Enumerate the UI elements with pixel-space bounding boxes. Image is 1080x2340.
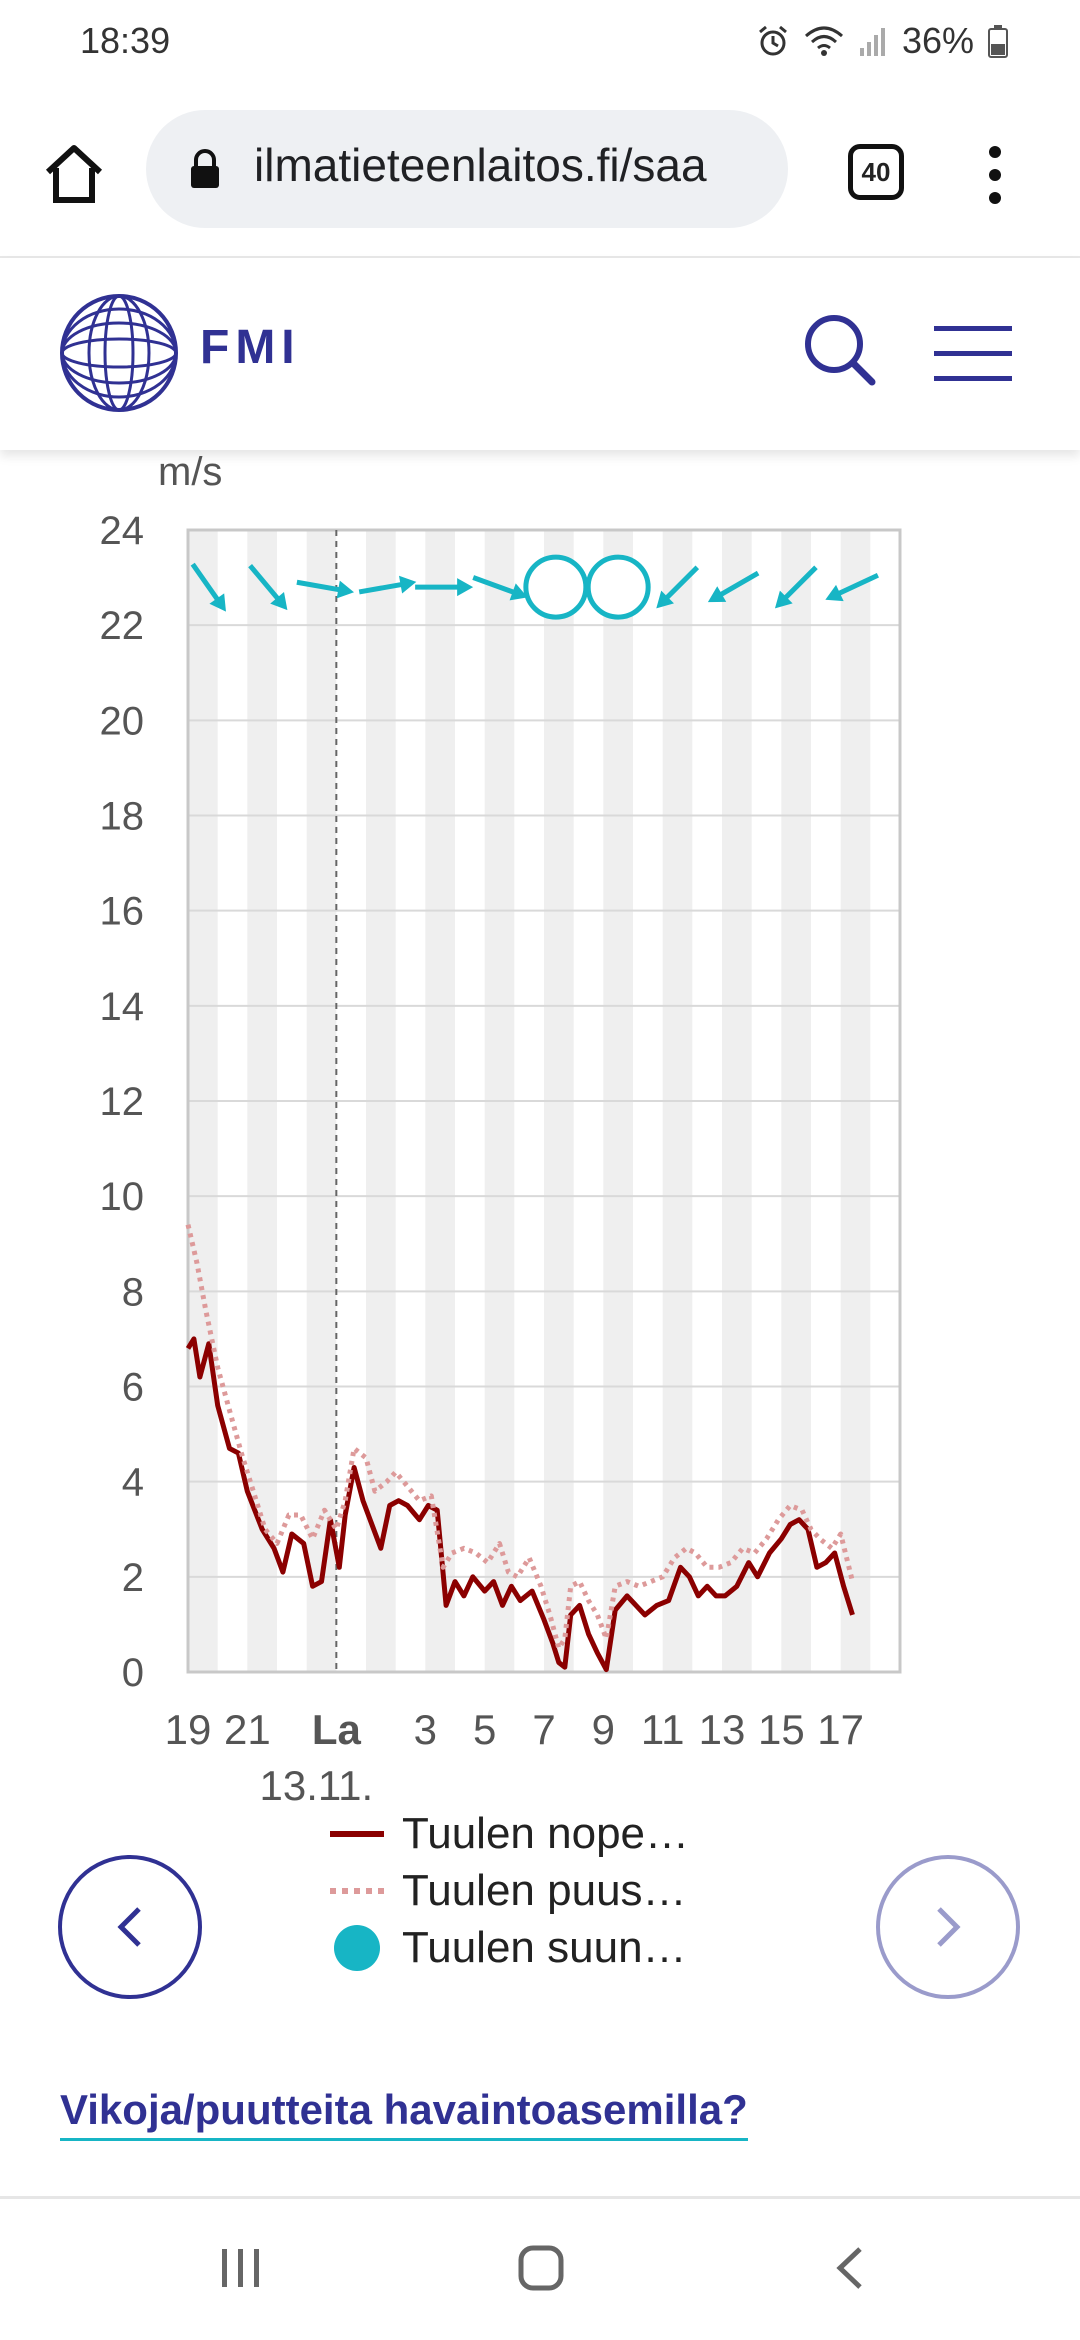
wind-chart: m/s 0 2 4 6 8 10 12 14 16 18 20 22 24 19 21 La 13.11. 3 5 7… [0, 450, 1080, 1972]
wind-calm-marker [585, 554, 651, 620]
arrow-head [270, 592, 288, 611]
y-tick-label: 8 [122, 1270, 144, 1314]
y-tick-label: 18 [100, 795, 145, 839]
wind-speed-line [185, 1336, 855, 1673]
arrow-shaft [190, 562, 224, 607]
arrow-shaft [831, 573, 879, 599]
y-tick-label: 2 [122, 1556, 144, 1600]
alarm-icon [758, 25, 787, 56]
x-tick-label: 17 [817, 1706, 864, 1753]
x-tick-sublabel: 13.11. [260, 1762, 374, 1809]
arrow-head [336, 580, 355, 599]
arrow-head [656, 590, 674, 609]
legend-item-wind-direction[interactable]: Tuulen suun… [330, 1919, 689, 1976]
x-tick-label: 21 [224, 1706, 271, 1753]
y-tick-label: 4 [122, 1461, 144, 1505]
y-tick-label: 24 [100, 509, 145, 553]
arrow-shaft [296, 579, 347, 594]
previous-station-button[interactable] [58, 1855, 202, 1999]
y-tick-label: 22 [100, 604, 145, 648]
y-tick-label: 10 [100, 1175, 145, 1219]
arrow-shaft [713, 570, 760, 601]
y-tick-label: 12 [100, 1080, 145, 1124]
wind-direction-arrow [296, 579, 355, 599]
x-tick-label: La [312, 1706, 362, 1753]
status-bar: 18:39 36% [0, 0, 1080, 86]
y-axis-unit: m/s [158, 450, 223, 494]
legend-label: Tuulen nope… [402, 1808, 690, 1858]
plot-frame [186, 528, 902, 1674]
legend-item-wind-gust[interactable]: Tuulen puus… [330, 1862, 689, 1919]
site-header: FMI [0, 258, 1080, 450]
wind-direction-arrow [415, 578, 474, 597]
arrow-head [707, 586, 727, 603]
next-station-button[interactable] [876, 1855, 1020, 1999]
hamburger-menu-icon[interactable] [932, 322, 1014, 386]
legend-label: Tuulen suun… [402, 1922, 687, 1972]
battery-icon [988, 25, 1008, 58]
chevron-left-icon [117, 1907, 141, 1947]
x-tick-label: 3 [414, 1706, 437, 1753]
arrow-head [774, 590, 793, 609]
search-icon[interactable] [800, 310, 880, 390]
x-tick-label: 11 [641, 1706, 685, 1753]
wifi-icon [804, 26, 843, 56]
url-text: ilmatieteenlaitos.fi/saa [254, 139, 707, 191]
arrow-head [509, 583, 528, 601]
address-bar[interactable]: ilmatieteenlaitos.fi/saa [146, 110, 788, 228]
wind-direction-arrow [774, 565, 818, 609]
chart-legend: Tuulen nope… Tuulen puus… Tuulen suun… [330, 1805, 689, 1976]
x-tick-label: 13 [699, 1706, 746, 1753]
battery-percent: 36% [901, 20, 974, 61]
recent-apps-icon[interactable] [216, 2243, 266, 2298]
wind-direction-arrow [707, 570, 760, 603]
more-options-icon[interactable] [980, 142, 1010, 208]
wind-direction-arrow [472, 575, 528, 601]
arrow-shaft [248, 564, 285, 606]
x-tick-label: 19 [165, 1706, 212, 1753]
wind-calm-marker [523, 554, 589, 620]
wind-direction-arrow [656, 565, 700, 609]
arrow-head [398, 575, 417, 594]
system-navigation-bar [0, 2199, 1080, 2340]
fmi-logo-icon[interactable] [58, 292, 180, 414]
y-tick-label: 16 [100, 890, 145, 934]
y-tick-label: 20 [100, 699, 145, 743]
arrow-head [457, 578, 474, 597]
y-tick-label: 6 [122, 1366, 144, 1410]
legend-item-wind-speed[interactable]: Tuulen nope… [330, 1805, 689, 1862]
home-icon[interactable] [38, 138, 110, 210]
x-tick-label: 9 [592, 1706, 615, 1753]
divider [0, 2196, 1080, 2199]
y-tick-label: 0 [122, 1651, 144, 1695]
arrow-shaft [660, 565, 700, 605]
arrow-head [825, 584, 844, 602]
wind-direction-arrow [190, 562, 226, 612]
station-issues-link[interactable]: Vikoja/puutteita havaintoasemilla? [60, 2086, 748, 2141]
home-nav-icon[interactable] [516, 2243, 566, 2298]
signal-icon [859, 28, 885, 56]
tab-switcher-button[interactable]: 40 [848, 144, 904, 200]
legend-label: Tuulen puus… [402, 1865, 687, 1915]
chevron-right-icon [937, 1907, 961, 1947]
x-tick-label: 7 [532, 1706, 555, 1753]
fmi-logo-text[interactable]: FMI [200, 321, 301, 374]
wind-direction-arrow [825, 573, 879, 602]
browser-toolbar: ilmatieteenlaitos.fi/saa 40 [0, 86, 1080, 259]
clock: 18:39 [80, 20, 171, 61]
lock-icon [191, 149, 219, 188]
arrow-shaft [778, 565, 818, 605]
wind-direction-arrow [248, 564, 288, 611]
y-tick-label: 14 [100, 985, 145, 1029]
wind-direction-arrow [358, 575, 417, 595]
x-tick-label: 15 [758, 1706, 805, 1753]
back-nav-icon[interactable] [826, 2243, 876, 2298]
arrow-head [209, 593, 226, 612]
arrow-shaft [472, 575, 522, 597]
x-tick-label: 5 [473, 1706, 496, 1753]
arrow-shaft [358, 580, 409, 595]
status-icons: 36% [756, 20, 1008, 62]
